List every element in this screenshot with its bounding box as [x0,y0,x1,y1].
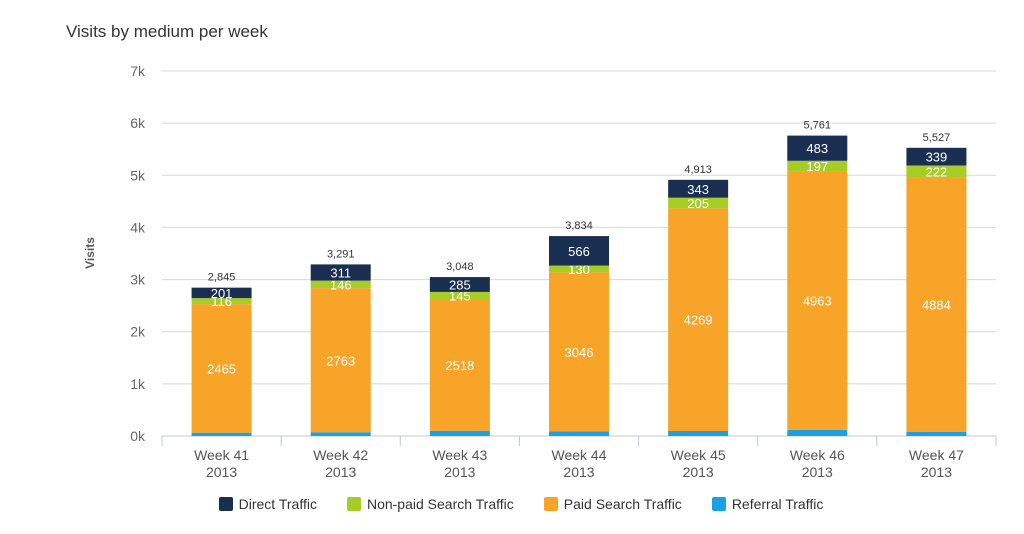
total-label: 3,834 [565,220,593,232]
total-label: 3,048 [446,261,474,273]
data-label-paid-search-traffic: 2518 [445,358,474,373]
data-label-non-paid-search-traffic: 145 [449,289,471,304]
y-tick-label: 2k [130,324,146,340]
legend-item[interactable]: Referral Traffic [711,496,824,512]
data-label-non-paid-search-traffic: 146 [330,277,352,292]
legend: Direct Traffic Non-paid Search Traffic Pai… [0,496,1024,512]
x-tick-label-year: 2013 [206,464,237,480]
bar-segment-direct-traffic [191,287,252,299]
data-label-direct-traffic: 566 [568,244,590,259]
data-label-paid-search-traffic: 2465 [207,361,236,376]
data-label-non-paid-search-traffic: 205 [687,196,709,211]
bar-segment-paid-search-traffic [191,304,252,433]
total-label: 5,761 [804,120,832,132]
bar-segment-referral-traffic [310,432,371,436]
bar-segment-direct-traffic [906,147,967,166]
x-tick-label-year: 2013 [444,464,475,480]
data-label-direct-traffic: 285 [449,277,471,292]
bar-segment-non-paid-search-traffic [549,265,609,273]
y-tick-label: 6k [130,115,146,131]
total-label: 2,845 [208,272,236,284]
legend-item[interactable]: Direct Traffic [218,496,317,512]
bar-segment-direct-traffic [429,277,490,292]
data-label-paid-search-traffic: 3046 [565,345,594,360]
x-tick-label: Week 41 [194,447,249,463]
x-tick-label: Week 45 [671,447,726,463]
y-axis-label: Visits [83,237,97,269]
data-label-paid-search-traffic: 4269 [684,313,713,328]
total-label: 5,527 [923,132,951,144]
bar-segment-referral-traffic [906,431,967,436]
total-label: 3,291 [327,248,355,260]
y-tick-label: 0k [130,428,146,444]
data-label-direct-traffic: 201 [211,286,233,301]
data-label-paid-search-traffic: 2763 [326,353,355,368]
data-label-direct-traffic: 311 [330,266,351,281]
bar-segment-direct-traffic [787,135,848,161]
legend-label: Direct Traffic [238,496,317,512]
y-tick-label: 5k [130,167,146,183]
bar-segment-referral-traffic [429,430,490,436]
y-tick-label: 4k [130,219,146,235]
legend-item[interactable]: Paid Search Traffic [543,496,682,512]
data-label-direct-traffic: 343 [687,182,709,197]
x-tick-label: Week 42 [313,447,368,463]
data-label-non-paid-search-traffic: 130 [568,262,590,277]
bar-segment-paid-search-traffic [906,177,967,432]
legend-item[interactable]: Non-paid Search Traffic [346,496,514,512]
legend-label: Non-paid Search Traffic [366,496,514,512]
bar-segment-paid-search-traffic [310,288,371,433]
bar-segment-non-paid-search-traffic [906,165,967,178]
x-tick-label: Week 43 [432,447,487,463]
legend-swatch [218,497,233,511]
x-tick-label-year: 2013 [563,464,594,480]
legend-label: Referral Traffic [731,496,824,512]
x-tick-label: Week 44 [552,447,607,463]
bar-segment-referral-traffic [787,429,848,436]
bar-segment-direct-traffic [549,236,609,266]
bar-segment-paid-search-traffic [549,272,609,432]
bar-segment-referral-traffic [668,430,729,436]
bar-segment-referral-traffic [191,432,252,436]
chart-title: Visits by medium per week [66,22,268,41]
bar-segment-non-paid-search-traffic [787,160,848,172]
data-label-non-paid-search-traffic: 197 [806,159,828,174]
x-tick-label-year: 2013 [802,464,833,480]
total-label: 4,913 [684,164,712,176]
y-tick-label: 1k [130,376,146,392]
bar-segment-non-paid-search-traffic [191,298,252,305]
bar-segment-direct-traffic [310,264,371,281]
legend-swatch [711,497,726,511]
data-label-direct-traffic: 483 [806,141,828,156]
bar-segment-paid-search-traffic [787,171,848,430]
bar-segment-referral-traffic [549,431,609,436]
y-tick-label: 3k [130,272,146,288]
x-tick-label-year: 2013 [325,464,356,480]
data-label-non-paid-search-traffic: 222 [926,164,948,179]
data-label-paid-search-traffic: 4884 [922,297,951,312]
legend-swatch [543,497,558,511]
bar-segment-non-paid-search-traffic [668,197,729,209]
legend-label: Paid Search Traffic [563,496,682,512]
y-tick-label: 7k [130,63,146,79]
x-tick-label-year: 2013 [921,464,952,480]
bar-segment-non-paid-search-traffic [310,280,371,289]
bar-segment-direct-traffic [668,179,729,198]
bar-segment-paid-search-traffic [668,208,729,431]
bar-segment-paid-search-traffic [429,299,490,431]
x-tick-label: Week 47 [909,447,964,463]
data-label-paid-search-traffic: 4963 [803,293,832,308]
x-tick-label: Week 46 [790,447,845,463]
x-tick-label-year: 2013 [683,464,714,480]
legend-swatch [346,497,361,511]
data-label-direct-traffic: 339 [926,150,948,165]
bar-segment-non-paid-search-traffic [429,291,490,300]
